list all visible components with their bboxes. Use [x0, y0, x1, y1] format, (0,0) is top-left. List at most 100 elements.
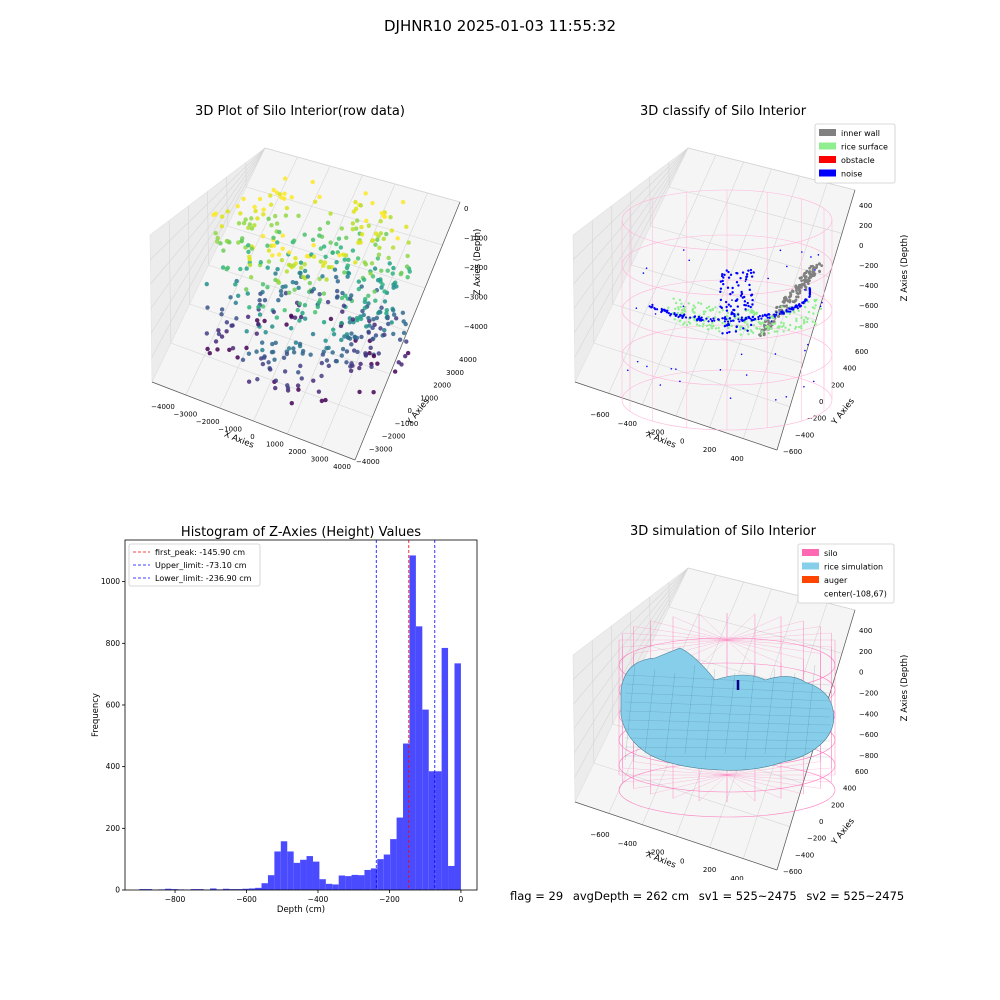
silo-spoke [698, 774, 728, 802]
data-point [302, 316, 308, 321]
data-point [356, 286, 362, 292]
histogram-bar [435, 771, 442, 890]
y-tick-label: 600 [855, 768, 868, 776]
rice-surface-point [785, 315, 788, 319]
noise-point [749, 317, 752, 320]
data-point [350, 226, 356, 232]
inner-wall-point [813, 273, 816, 277]
noise-point [709, 318, 712, 321]
data-point [391, 308, 396, 313]
data-point [308, 352, 313, 357]
rice-surface-point [764, 325, 768, 329]
data-point [276, 252, 282, 257]
rice-surface-point [702, 322, 705, 326]
data-point [323, 397, 328, 403]
data-point [342, 270, 347, 275]
data-point [362, 299, 368, 305]
x-tick-label: −1000 [218, 426, 242, 434]
inner-wall-point [775, 305, 779, 309]
data-point [248, 275, 254, 280]
data-point [204, 331, 210, 336]
noise-point [808, 295, 811, 298]
y-axis-label: Y Axies [829, 816, 857, 848]
histogram-bar [312, 861, 320, 890]
noise-point [767, 277, 769, 280]
noise-point [723, 273, 726, 277]
data-point [245, 291, 250, 296]
rice-surface-point [764, 318, 767, 321]
rice-surface-point [747, 308, 750, 312]
data-point [349, 342, 354, 347]
y-tick-label: 0 [819, 818, 823, 826]
noise-point [725, 305, 728, 309]
noise-point [646, 365, 648, 368]
data-point [293, 255, 298, 261]
noise-point [807, 343, 809, 346]
noise-point [733, 315, 736, 318]
data-point [219, 224, 225, 229]
noise-point [821, 301, 823, 304]
data-point [318, 259, 323, 264]
noise-point [802, 300, 805, 304]
data-point [404, 224, 409, 229]
noise-point [781, 312, 784, 315]
data-point [289, 195, 294, 200]
mesh-line [624, 683, 831, 694]
inner-wall-point [804, 285, 807, 289]
data-point [356, 279, 362, 284]
mesh-line [624, 746, 831, 750]
inner-wall-point [808, 279, 811, 283]
data-point [371, 317, 376, 322]
y-tick-label: 400 [843, 785, 856, 793]
rice-surface-point [806, 317, 809, 321]
data-point [247, 305, 252, 310]
data-point [349, 293, 354, 298]
noise-point [812, 380, 815, 383]
data-point [349, 331, 354, 336]
noise-point [717, 318, 720, 321]
rice-surface-point [761, 321, 765, 324]
data-point [292, 287, 297, 292]
data-point [304, 253, 310, 259]
data-point [362, 305, 368, 311]
data-point [405, 350, 411, 356]
data-point [346, 257, 351, 263]
y-tick-label: 200 [831, 381, 844, 389]
data-point [340, 346, 346, 352]
noise-point [662, 308, 664, 311]
inner-wall-point [789, 291, 792, 295]
y-tick-label: 1000 [420, 394, 438, 402]
noise-point [726, 286, 730, 289]
data-point [291, 263, 296, 268]
rice-surface-point [760, 332, 763, 336]
classify-plot-title: 3D classify of Silo Interior [639, 104, 807, 119]
mesh-line [624, 664, 636, 761]
noise-point [730, 312, 733, 316]
data-point [257, 298, 262, 303]
rice-surface-point [740, 325, 743, 328]
noise-point [751, 303, 754, 306]
data-point [310, 179, 315, 185]
data-point [312, 309, 318, 315]
data-point [224, 329, 229, 334]
rice-surface-point [811, 320, 815, 323]
noise-point [727, 322, 730, 326]
rice-surface-point [798, 325, 801, 329]
noise-point [732, 319, 735, 322]
rice-surface-point [802, 318, 806, 322]
x-tick-label: −400 [308, 895, 329, 904]
noise-point [735, 325, 738, 328]
data-point [348, 296, 353, 301]
status-line: flag = 29 avgDepth = 262 cm sv1 = 525~24… [510, 889, 910, 903]
data-point [300, 348, 306, 354]
data-point [373, 333, 379, 338]
noise-point [819, 305, 822, 308]
noise-point [750, 293, 754, 296]
raw-3d-plot: −4000−3000−2000−100001000200030004000−40… [149, 147, 488, 470]
noise-point [721, 317, 724, 320]
noise-point [727, 276, 731, 279]
y-tick-label: −600 [783, 448, 802, 456]
noise-point [737, 284, 740, 287]
rice-surface-point [704, 310, 707, 313]
z-tick-label: 0 [859, 242, 863, 250]
